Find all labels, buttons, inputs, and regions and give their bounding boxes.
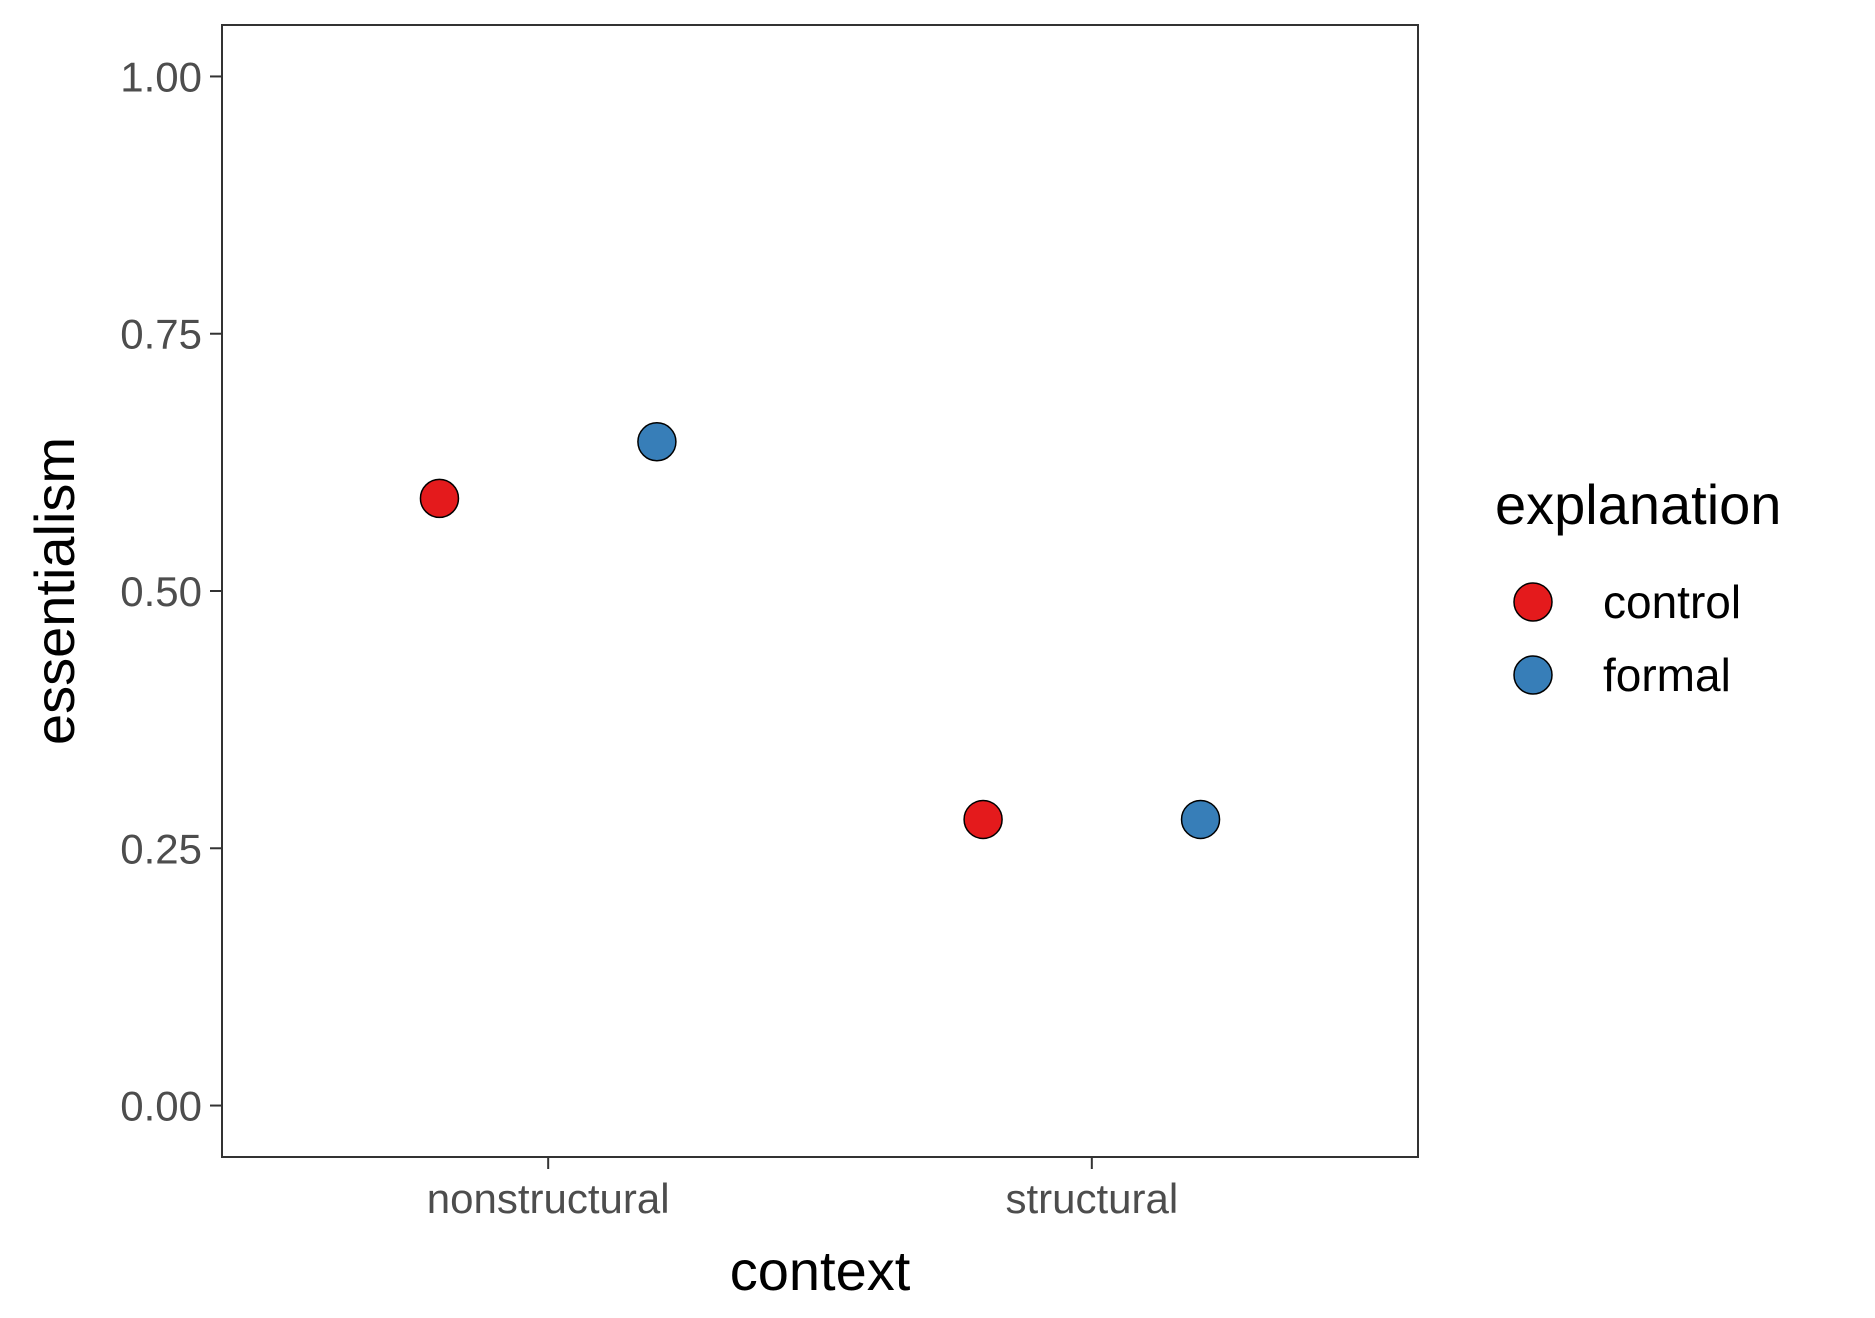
y-tick-label: 1.00 [120, 53, 202, 100]
legend-title: explanation [1495, 473, 1781, 536]
y-axis: 0.00 0.25 0.50 0.75 1.00 [120, 53, 222, 1130]
legend-key-formal [1513, 655, 1553, 695]
legend-label-formal: formal [1603, 649, 1731, 701]
x-axis-title: context [730, 1239, 911, 1302]
legend-key-control [1513, 582, 1553, 622]
legend: explanation control formal [1495, 473, 1781, 701]
x-axis: nonstructural structural [427, 1157, 1178, 1222]
y-axis-title: essentialism [23, 437, 86, 745]
y-tick-label: 0.50 [120, 568, 202, 615]
data-points [419, 422, 1221, 840]
panel-border [221, 24, 1419, 1158]
y-tick-label: 0.75 [120, 311, 202, 358]
x-tick-label: nonstructural [427, 1175, 670, 1222]
x-tick-label: structural [1005, 1175, 1178, 1222]
y-tick-label: 0.25 [120, 825, 202, 872]
legend-label-control: control [1603, 576, 1741, 628]
data-point-control-nonstructural [419, 478, 460, 519]
data-point-control-structural [963, 799, 1003, 840]
data-point-formal-nonstructural [637, 422, 677, 462]
data-point-formal-structural [1180, 799, 1221, 840]
y-tick-label: 0.00 [120, 1083, 202, 1130]
